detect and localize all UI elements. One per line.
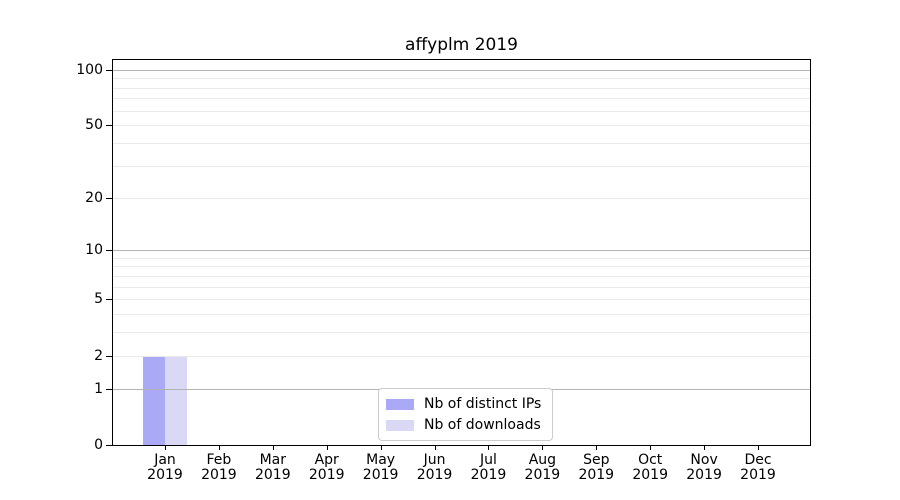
x-tick-label-oct: Oct 2019 — [632, 452, 668, 483]
y-tick-20 — [106, 197, 113, 199]
x-tick-feb — [218, 445, 220, 450]
gridline-minor-6 — [113, 286, 810, 288]
y-tick-label-10: 10 — [85, 242, 103, 259]
y-tick-label-2: 2 — [94, 347, 103, 364]
gridline-minor-70 — [113, 98, 810, 100]
y-tick-label-1: 1 — [94, 380, 103, 397]
legend-item-downloads: Nb of downloads — [386, 417, 541, 433]
y-tick-50 — [106, 125, 113, 127]
gridline-minor-50 — [113, 125, 810, 127]
y-tick-label-20: 20 — [85, 189, 103, 206]
x-tick-jun — [434, 445, 436, 450]
bars-layer — [113, 60, 810, 445]
y-tick-0 — [106, 445, 113, 446]
x-tick-label-feb: Feb 2019 — [201, 452, 237, 483]
y-tick-label-0: 0 — [94, 437, 103, 453]
x-tick-jan — [165, 445, 166, 450]
x-tick-label-jun: Jun 2019 — [416, 452, 453, 483]
gridline-minor-7 — [113, 275, 810, 277]
legend-item-distinct-ips: Nb of distinct IPs — [386, 396, 541, 412]
gridline-minor-20 — [113, 197, 810, 199]
x-tick-nov — [704, 445, 706, 450]
x-tick-label-mar: Mar 2019 — [254, 452, 291, 483]
axes-layer: 0 1 2 5 10 20 50 100 Jan 2019 Feb 2019 Mar 2019 Apr… — [76, 60, 810, 483]
gridline-minor-40 — [113, 143, 810, 145]
chart-title: affyplm 2019 — [405, 35, 518, 55]
bar-distinct-ips-jan — [143, 355, 165, 445]
x-tick-aug — [542, 445, 544, 450]
x-tick-sep — [596, 445, 598, 450]
legend-label-downloads: Nb of downloads — [424, 417, 541, 433]
x-tick-label-jul: Jul 2019 — [470, 452, 507, 483]
gridline-minor-5 — [113, 299, 810, 301]
y-tick-1 — [106, 388, 113, 390]
x-tick-label-jan: Jan 2019 — [147, 452, 183, 483]
x-tick-label-may: May 2019 — [362, 452, 399, 483]
gridline-minor-2 — [113, 355, 810, 357]
gridline-minor-4 — [113, 314, 810, 316]
x-tick-label-apr: Apr 2019 — [308, 452, 345, 483]
legend-label-distinct-ips: Nb of distinct IPs — [424, 396, 542, 412]
plot-area: 0 1 2 5 10 20 50 100 Jan 2019 Feb 2019 Mar 2019 Apr… — [76, 60, 810, 483]
gridline-minor-3 — [113, 332, 810, 334]
gridline-major-10 — [113, 250, 810, 252]
bar-downloads-jan — [165, 355, 187, 445]
y-tick-label-100: 100 — [76, 61, 103, 78]
gridline-major-100 — [113, 69, 810, 71]
x-tick-jul — [488, 445, 490, 450]
gridline-minor-80 — [113, 87, 810, 89]
y-tick-5 — [106, 299, 113, 301]
x-tick-mar — [272, 445, 274, 450]
y-tick-10 — [106, 250, 113, 252]
legend: Nb of distinct IPs Nb of downloads — [378, 388, 554, 441]
gridline-minor-60 — [113, 110, 810, 112]
gridline-minor-90 — [113, 78, 810, 80]
y-tick-2 — [106, 355, 113, 357]
x-tick-label-dec: Dec 2019 — [740, 452, 776, 483]
y-tick-label-5: 5 — [94, 291, 103, 308]
gridline-minor-8 — [113, 266, 810, 268]
x-tick-label-aug: Aug 2019 — [524, 452, 561, 483]
y-tick-label-50: 50 — [85, 117, 103, 134]
x-tick-apr — [326, 445, 328, 450]
x-tick-oct — [650, 445, 652, 450]
gridline-minor-9 — [113, 257, 810, 259]
legend-swatch-distinct-ips — [386, 398, 414, 410]
x-tick-dec — [758, 445, 759, 450]
x-tick-label-sep: Sep 2019 — [578, 452, 615, 483]
x-tick-label-nov: Nov 2019 — [686, 452, 722, 483]
gridline-minor-30 — [113, 165, 810, 167]
x-tick-may — [380, 445, 382, 450]
y-tick-100 — [106, 69, 113, 71]
legend-swatch-downloads — [386, 419, 414, 431]
